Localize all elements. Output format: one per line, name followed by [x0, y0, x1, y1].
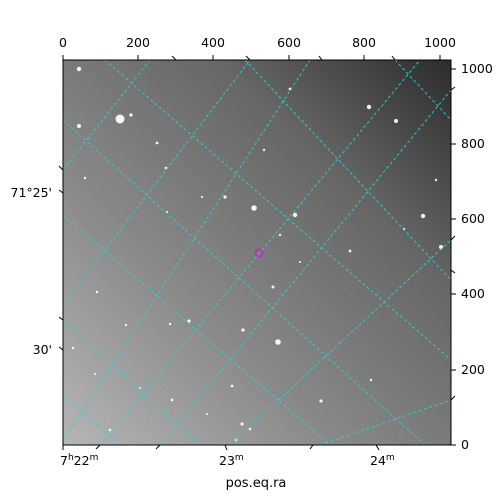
star: [155, 141, 159, 145]
ra-tick-label: 24m: [370, 453, 395, 468]
star: [348, 249, 352, 253]
right-tick-label: 0: [461, 437, 469, 452]
star: [278, 233, 282, 237]
axes-frame: [62, 59, 452, 446]
tick-mark: [171, 55, 177, 61]
star: [77, 124, 81, 128]
tick-mark: [309, 444, 314, 450]
tick-mark: [391, 55, 396, 61]
tick-mark: [58, 189, 64, 194]
star: [95, 290, 99, 294]
right-tick-label: 800: [461, 136, 485, 151]
grid-line: [319, 399, 451, 445]
right-tick-label: 1000: [461, 61, 493, 76]
target-marker[interactable]: [254, 248, 264, 258]
tick-mark: [95, 444, 101, 450]
top-tick-label: 600: [277, 35, 301, 50]
ra-tick-label: 23m: [219, 453, 244, 468]
tick-mark: [58, 346, 64, 351]
star: [170, 398, 174, 402]
tick-mark: [245, 55, 251, 61]
star: [139, 387, 141, 389]
dec-tick-label: 71°25': [11, 185, 53, 200]
sky-image: [63, 60, 451, 445]
top-tick-label: 400: [201, 35, 225, 50]
star: [434, 178, 438, 182]
star: [230, 384, 234, 388]
right-tick-labels: 0 200 400 600 800 1000: [461, 61, 493, 452]
star: [292, 212, 298, 218]
star: [275, 339, 281, 345]
star: [108, 428, 112, 432]
star: [187, 319, 191, 323]
tick-mark: [318, 55, 323, 61]
left-tick-labels: 71°25' 30': [11, 185, 53, 357]
star: [248, 427, 252, 431]
right-tick-label: 600: [461, 211, 485, 226]
star: [129, 113, 133, 117]
x-axis-label: pos.eq.ra: [226, 476, 287, 491]
top-tick-label: 1000: [424, 35, 456, 50]
grid-line: [63, 214, 331, 445]
star: [251, 205, 257, 211]
grid-line: [63, 319, 201, 445]
tick-mark: [450, 269, 456, 274]
tick-mark: [224, 444, 228, 451]
grid-line: [63, 394, 121, 445]
tick-mark: [58, 316, 64, 321]
tick-mark: [155, 444, 161, 450]
star: [271, 285, 275, 289]
star: [168, 322, 172, 326]
top-tick-labels: 0 200 400 600 800 1000: [59, 35, 456, 50]
top-tick-label: 800: [352, 35, 376, 50]
star: [262, 148, 266, 152]
grid-line: [229, 239, 451, 445]
star: [299, 261, 301, 263]
star: [240, 422, 244, 426]
grid-line: [244, 60, 451, 281]
coordinate-grid: [63, 60, 451, 445]
star: [223, 195, 227, 199]
tick-mark: [58, 165, 64, 171]
grid-line: [63, 60, 151, 171]
star: [366, 104, 372, 110]
tick-mark: [450, 395, 456, 401]
top-tick-label: 0: [59, 35, 67, 50]
ra-tick-label: 7h22m: [60, 453, 98, 468]
bottom-tick-labels: 7h22m 23m 24m: [60, 453, 395, 468]
star: [206, 413, 208, 415]
star: [94, 373, 96, 375]
grid-line: [99, 60, 421, 445]
star: [369, 378, 373, 382]
grid-line: [394, 60, 451, 121]
star: [241, 328, 245, 332]
tick-mark: [450, 235, 456, 241]
star: [76, 66, 82, 72]
grid-line: [63, 60, 251, 306]
star: [420, 213, 426, 219]
grid-line: [104, 60, 451, 361]
star: [115, 114, 125, 124]
star: [439, 245, 443, 249]
dec-tick-label: 30': [33, 342, 52, 357]
star-field: [71, 66, 443, 442]
star: [124, 323, 128, 327]
axis-ticks: [58, 55, 456, 451]
right-tick-label: 200: [461, 362, 485, 377]
star: [394, 119, 398, 123]
top-tick-label: 200: [126, 35, 150, 50]
star: [83, 176, 87, 180]
tick-mark: [375, 444, 380, 451]
star: [319, 399, 323, 403]
grid-line: [63, 119, 426, 445]
tick-mark: [450, 86, 456, 91]
right-tick-label: 400: [461, 286, 485, 301]
star: [200, 195, 204, 199]
star: [71, 346, 75, 350]
